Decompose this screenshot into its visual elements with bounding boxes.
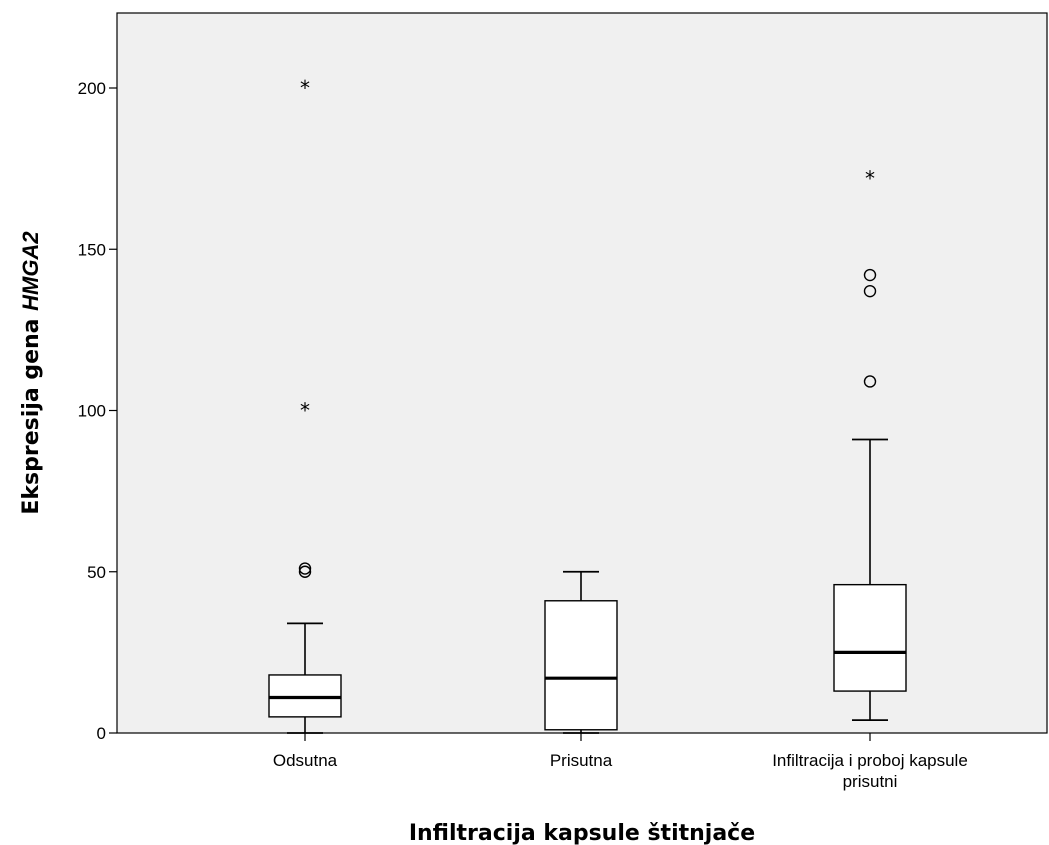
x-tick-label: Prisutna — [550, 751, 613, 770]
y-tick-label: 150 — [78, 240, 106, 259]
y-axis-title: Ekspresija gena HMGA2 — [18, 231, 44, 515]
x-tick-label: prisutni — [843, 772, 898, 791]
outlier-circle — [298, 562, 312, 575]
y-tick-label: 0 — [97, 724, 106, 743]
box-2 — [544, 570, 618, 734]
x-axis: Odsutna Prisutna Infiltracija i proboj kap… — [273, 733, 968, 791]
box-3: * — [833, 166, 907, 721]
iqr-box — [833, 583, 907, 692]
y-axis-title-prefix: Ekspresija gena — [19, 311, 44, 515]
iqr-box — [544, 600, 618, 731]
y-axis-title-gene: HMGA2 — [18, 231, 43, 311]
extreme-outlier-star: * — [300, 76, 310, 100]
extreme-outlier-star: * — [300, 399, 310, 423]
outlier-circle — [863, 268, 877, 282]
y-tick-label: 200 — [78, 79, 106, 98]
y-tick-label: 50 — [87, 563, 106, 582]
iqr-box — [268, 674, 342, 718]
box-group: *** — [268, 76, 907, 734]
outlier-circle — [863, 375, 877, 388]
y-axis: 0 50 100 150 200 — [78, 79, 117, 743]
x-axis-title: Infiltracija kapsule štitnjače — [409, 821, 755, 845]
extreme-outlier-star: * — [865, 166, 875, 190]
box-1: ** — [268, 76, 342, 734]
y-tick-label: 100 — [78, 402, 106, 421]
outlier-circle — [298, 565, 312, 578]
outlier-circle — [863, 284, 877, 298]
x-tick-label: Infiltracija i proboj kapsule — [772, 751, 968, 770]
x-tick-label: Odsutna — [273, 751, 338, 770]
